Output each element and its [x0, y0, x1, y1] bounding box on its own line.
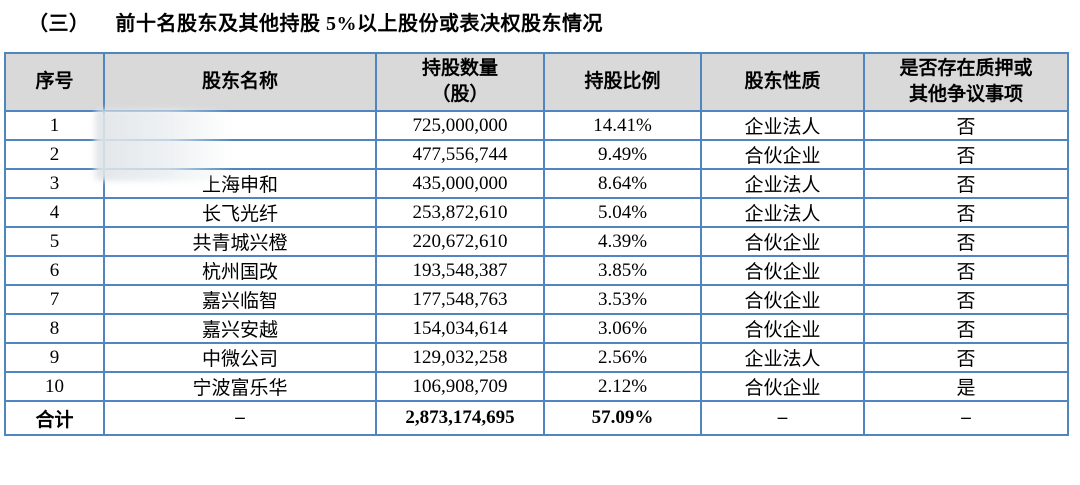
cell-nature: 合伙企业	[700, 284, 865, 315]
cell-nature: 企业法人	[700, 110, 865, 141]
cell-shareholder-name: 嘉兴安越	[103, 313, 377, 344]
cell-shareholder-name: 杭州国改	[103, 255, 377, 286]
cell-serial: 5	[4, 226, 105, 257]
table-row: 1 725,000,000 14.41% 企业法人 否	[4, 110, 1069, 141]
cell-ratio: 14.41%	[543, 110, 702, 141]
cell-serial: 10	[4, 371, 105, 402]
cell-ratio: 5.04%	[543, 197, 702, 228]
cell-ratio: 4.39%	[543, 226, 702, 257]
cell-shares: 193,548,387	[375, 255, 545, 286]
cell-total-name: –	[103, 400, 377, 436]
cell-serial: 3	[4, 168, 105, 199]
col-header-name: 股东名称	[103, 52, 377, 112]
cell-shares: 253,872,610	[375, 197, 545, 228]
cell-shareholder-name: 长飞光纤	[103, 197, 377, 228]
table-row: 2 477,556,744 9.49% 合伙企业 否	[4, 139, 1069, 170]
cell-nature: 合伙企业	[700, 313, 865, 344]
cell-nature: 企业法人	[700, 342, 865, 373]
table-row: 6 杭州国改 193,548,387 3.85% 合伙企业 否	[4, 255, 1069, 286]
cell-pledge: 否	[863, 255, 1069, 286]
cell-serial: 4	[4, 197, 105, 228]
cell-nature: 合伙企业	[700, 371, 865, 402]
cell-ratio: 2.12%	[543, 371, 702, 402]
cell-shares: 725,000,000	[375, 110, 545, 141]
cell-serial: 9	[4, 342, 105, 373]
cell-ratio: 3.85%	[543, 255, 702, 286]
cell-nature: 合伙企业	[700, 139, 865, 170]
cell-shares: 129,032,258	[375, 342, 545, 373]
cell-pledge: 否	[863, 139, 1069, 170]
cell-shareholder-name: 嘉兴临智	[103, 284, 377, 315]
cell-total-ratio: 57.09%	[543, 400, 702, 436]
shareholders-table: 序号 股东名称 持股数量 （股） 持股比例 股东性质 是否存在质押或 其他争议事…	[4, 52, 1069, 436]
cell-nature: 合伙企业	[700, 226, 865, 257]
section-title: 前十名股东及其他持股 5%以上股份或表决权股东情况	[115, 13, 603, 35]
table-row: 7 嘉兴临智 177,548,763 3.53% 合伙企业 否	[4, 284, 1069, 315]
cell-nature: 合伙企业	[700, 255, 865, 286]
table-row: 9 中微公司 129,032,258 2.56% 企业法人 否	[4, 342, 1069, 373]
cell-total-pledge: –	[863, 400, 1069, 436]
cell-serial: 6	[4, 255, 105, 286]
table-total-row: 合计 – 2,873,174,695 57.09% – –	[4, 400, 1069, 436]
cell-nature: 企业法人	[700, 168, 865, 199]
table-row: 5 共青城兴橙 220,672,610 4.39% 合伙企业 否	[4, 226, 1069, 257]
cell-ratio: 3.53%	[543, 284, 702, 315]
cell-pledge: 否	[863, 197, 1069, 228]
table-row: 8 嘉兴安越 154,034,614 3.06% 合伙企业 否	[4, 313, 1069, 344]
cell-pledge: 否	[863, 110, 1069, 141]
col-header-ratio: 持股比例	[543, 52, 702, 112]
cell-total-nature: –	[700, 400, 865, 436]
table-row: 4 长飞光纤 253,872,610 5.04% 企业法人 否	[4, 197, 1069, 228]
col-header-nature: 股东性质	[700, 52, 865, 112]
cell-shareholder-name: 中微公司	[103, 342, 377, 373]
cell-pledge: 是	[863, 371, 1069, 402]
cell-pledge: 否	[863, 226, 1069, 257]
cell-pledge: 否	[863, 313, 1069, 344]
cell-shareholder-name: 上海申和	[103, 168, 377, 199]
col-header-pledge: 是否存在质押或 其他争议事项	[863, 52, 1069, 112]
cell-serial: 8	[4, 313, 105, 344]
cell-shares: 177,548,763	[375, 284, 545, 315]
cell-serial: 7	[4, 284, 105, 315]
col-header-shares: 持股数量 （股）	[375, 52, 545, 112]
cell-serial: 1	[4, 110, 105, 141]
table-row: 3 上海申和 435,000,000 8.64% 企业法人 否	[4, 168, 1069, 199]
cell-nature: 企业法人	[700, 197, 865, 228]
cell-shares: 435,000,000	[375, 168, 545, 199]
cell-pledge: 否	[863, 284, 1069, 315]
cell-total-label: 合计	[4, 400, 105, 436]
cell-shareholder-name: 共青城兴橙	[103, 226, 377, 257]
cell-ratio: 8.64%	[543, 168, 702, 199]
cell-ratio: 3.06%	[543, 313, 702, 344]
cell-shareholder-name	[103, 139, 377, 170]
cell-shareholder-name	[103, 110, 377, 141]
cell-ratio: 9.49%	[543, 139, 702, 170]
cell-pledge: 否	[863, 342, 1069, 373]
section-number: （三）	[28, 13, 90, 35]
cell-shares: 154,034,614	[375, 313, 545, 344]
cell-total-shares: 2,873,174,695	[375, 400, 545, 436]
cell-serial: 2	[4, 139, 105, 170]
cell-shareholder-name: 宁波富乐华	[103, 371, 377, 402]
section-heading: （三） 前十名股东及其他持股 5%以上股份或表决权股东情况	[28, 7, 603, 36]
cell-shares: 106,908,709	[375, 371, 545, 402]
cell-pledge: 否	[863, 168, 1069, 199]
table-row: 10 宁波富乐华 106,908,709 2.12% 合伙企业 是	[4, 371, 1069, 402]
cell-ratio: 2.56%	[543, 342, 702, 373]
table-header-row: 序号 股东名称 持股数量 （股） 持股比例 股东性质 是否存在质押或 其他争议事…	[4, 52, 1069, 112]
col-header-serial: 序号	[4, 52, 105, 112]
cell-shares: 477,556,744	[375, 139, 545, 170]
cell-shares: 220,672,610	[375, 226, 545, 257]
